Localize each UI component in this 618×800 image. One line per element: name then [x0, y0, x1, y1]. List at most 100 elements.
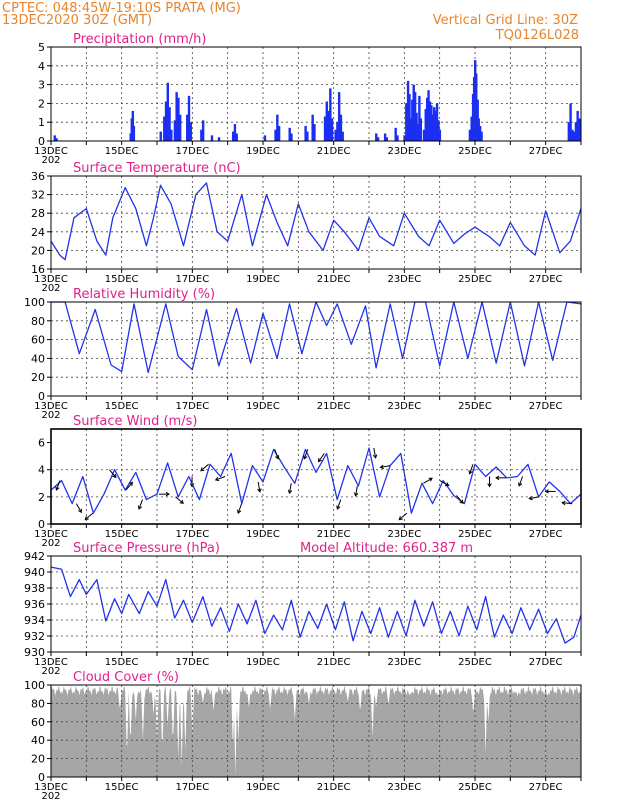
precip-bar — [409, 118, 413, 141]
precipitation-title: Precipitation (mm/h) — [73, 32, 206, 47]
x-tick-label: 19DEC — [246, 657, 280, 668]
y-tick-label: 20 — [31, 244, 45, 257]
y-tick-label: 936 — [24, 598, 45, 611]
precip-bar — [578, 118, 581, 141]
precip-bar — [290, 133, 293, 141]
precip-bar — [334, 129, 337, 141]
precip-bar — [341, 131, 344, 141]
precip-bar — [569, 103, 572, 141]
precip-bar — [572, 131, 576, 141]
wind-arrow — [237, 503, 243, 514]
precip-bar — [422, 129, 426, 141]
y-tick-label: 20 — [31, 753, 45, 766]
x-tick-label: 23DEC — [387, 146, 421, 157]
precip-bar — [383, 133, 387, 141]
precip-bar — [233, 124, 237, 141]
y-tick-label: 4 — [38, 60, 45, 73]
x-tick-label: 19DEC — [246, 782, 280, 793]
y-tick-label: 5 — [38, 41, 45, 54]
wind-arrow — [109, 469, 117, 478]
y-tick-label: 940 — [24, 566, 45, 579]
x-tick-label: 17DEC — [175, 401, 209, 412]
precip-bar — [477, 118, 480, 141]
precip-bar — [55, 138, 58, 141]
wind-arrow — [84, 512, 94, 520]
precip-bar — [276, 114, 279, 141]
precip-bar — [412, 84, 415, 141]
precip-bar — [438, 129, 442, 141]
y-tick-label: 0 — [38, 135, 45, 148]
y-tick-label: 0 — [38, 771, 45, 784]
wind-arrow — [318, 453, 325, 462]
precip-bar — [427, 90, 430, 141]
precip-bar — [433, 107, 436, 141]
wind-arrow — [380, 465, 391, 468]
wind-arrowhead — [468, 470, 473, 475]
x-tick-label: 21DEC — [317, 657, 351, 668]
meteogram-panels: Precipitation (mm/h) 0 1 2 3 4 5 13DEC 15DEC 17DE… — [24, 32, 582, 800]
x-tick-label: 25DEC — [458, 274, 492, 285]
precip-bar — [339, 114, 343, 141]
precip-bar — [186, 114, 189, 141]
y-tick-label: 24 — [31, 226, 45, 239]
x-tick-label: 21DEC — [317, 529, 351, 540]
x-tick-label: 27DEC — [529, 529, 563, 540]
precip-bar — [394, 127, 397, 141]
y-tick-label: 80 — [31, 315, 45, 328]
precip-bar — [200, 129, 203, 141]
humidity-line — [51, 301, 582, 374]
x-tick-label: 15DEC — [105, 782, 139, 793]
wind-arrowhead — [336, 505, 341, 510]
wind-arrow — [355, 485, 358, 496]
precip-bar — [313, 124, 316, 141]
x-tick-label: 13DEC — [34, 146, 68, 157]
precip-bar — [170, 129, 173, 141]
x-tick-label: 13DEC — [34, 401, 68, 412]
precip-bar — [337, 92, 341, 141]
wind-arrow — [138, 499, 143, 510]
wind-arrowhead — [303, 455, 308, 460]
x-tick-label: 21DEC — [317, 274, 351, 285]
precip-bar — [288, 127, 291, 141]
precip-bar — [419, 118, 422, 141]
x-tick-label: 17DEC — [175, 657, 209, 668]
x-tick-label: 13DEC — [34, 274, 68, 285]
x-tick-label: 15DEC — [105, 657, 139, 668]
precip-bar — [189, 122, 192, 141]
wind-frame — [50, 428, 582, 525]
wind-arrowhead — [518, 482, 523, 487]
x-tick-label: 25DEC — [458, 146, 492, 157]
wind-arrowhead — [561, 500, 566, 506]
y-tick-label: 938 — [24, 582, 45, 595]
x-tick-label: 23DEC — [387, 401, 421, 412]
precip-bar — [470, 116, 473, 141]
precip-bar — [330, 118, 334, 141]
x-year-label: 202 — [41, 155, 60, 166]
wind-arrowhead — [84, 516, 89, 521]
x-tick-label: 15DEC — [105, 401, 139, 412]
precip-bar — [235, 133, 238, 141]
precip-bar — [478, 125, 482, 141]
model-id-header: TQ0126L028 — [495, 28, 579, 43]
y-tick-label: 932 — [24, 630, 45, 643]
x-tick-label: 23DEC — [387, 529, 421, 540]
wind-arrowhead — [137, 505, 143, 510]
precip-bar — [173, 120, 177, 141]
wind-arrowhead — [459, 499, 464, 504]
pressure-title: Surface Pressure (hPa) — [73, 541, 220, 556]
wind-arrowhead — [275, 455, 280, 460]
precip-bar — [408, 94, 411, 141]
wind-arrow — [439, 480, 449, 487]
y-tick-label: 2 — [38, 97, 45, 110]
temperature-frame — [50, 175, 582, 270]
x-tick-label: 21DEC — [317, 146, 351, 157]
grid-line-header: Vertical Grid Line: 30Z — [433, 13, 578, 28]
wind-arrow — [303, 449, 309, 459]
precip-bar — [323, 116, 327, 141]
precip-bar — [325, 101, 328, 141]
precip-bar — [415, 112, 418, 141]
wind-arrow — [562, 502, 573, 505]
humidity-panel: Relative Humidity (%) 0 20 40 60 80 100 13DEC 15… — [24, 287, 582, 421]
y-tick-label: 3 — [38, 79, 45, 92]
